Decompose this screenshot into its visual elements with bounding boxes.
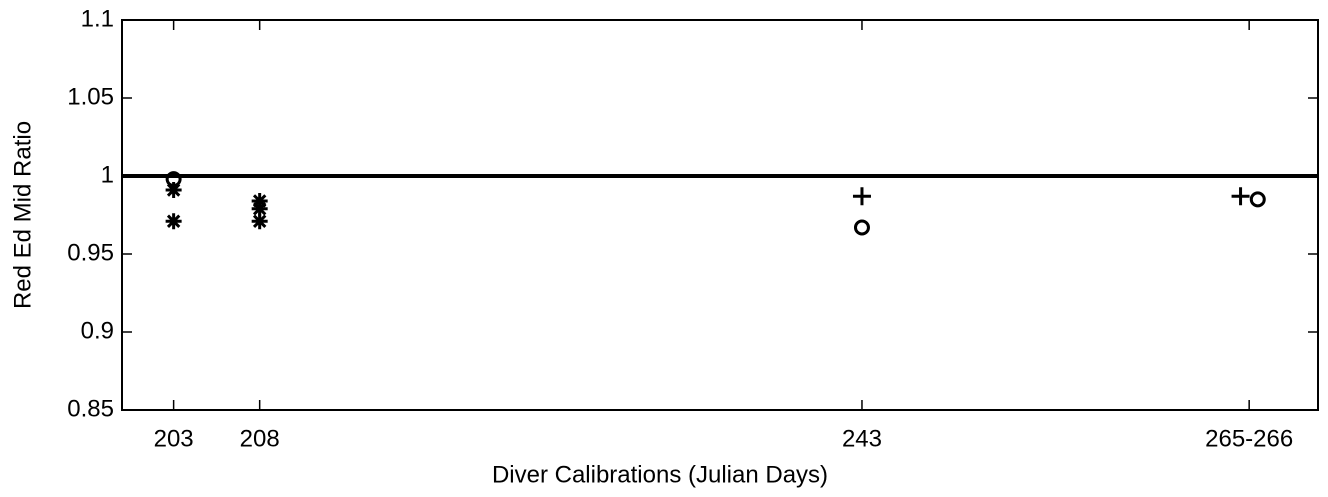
x-tick-label: 203 — [154, 425, 194, 452]
y-tick-label: 1.05 — [67, 83, 114, 110]
x-tick-label: 243 — [842, 425, 882, 452]
y-axis-label: Red Ed Mid Ratio — [9, 121, 36, 309]
point — [165, 213, 182, 230]
y-tick-label: 0.9 — [81, 317, 114, 344]
point — [1231, 187, 1250, 206]
y-tick-label: 1 — [101, 161, 114, 188]
point — [251, 213, 268, 230]
point — [165, 182, 182, 199]
point — [853, 219, 870, 236]
x-axis-label: Diver Calibrations (Julian Days) — [492, 461, 828, 488]
point — [1249, 191, 1266, 208]
plot-frame — [121, 19, 1319, 411]
y-tick-label: 0.85 — [67, 395, 114, 422]
x-tick-label: 208 — [240, 425, 280, 452]
point — [852, 187, 871, 206]
x-tick-label: 265-266 — [1205, 425, 1293, 452]
point — [251, 200, 268, 217]
y-tick-label: 1.1 — [81, 5, 114, 32]
y-tick-label: 0.95 — [67, 239, 114, 266]
point — [165, 171, 182, 188]
